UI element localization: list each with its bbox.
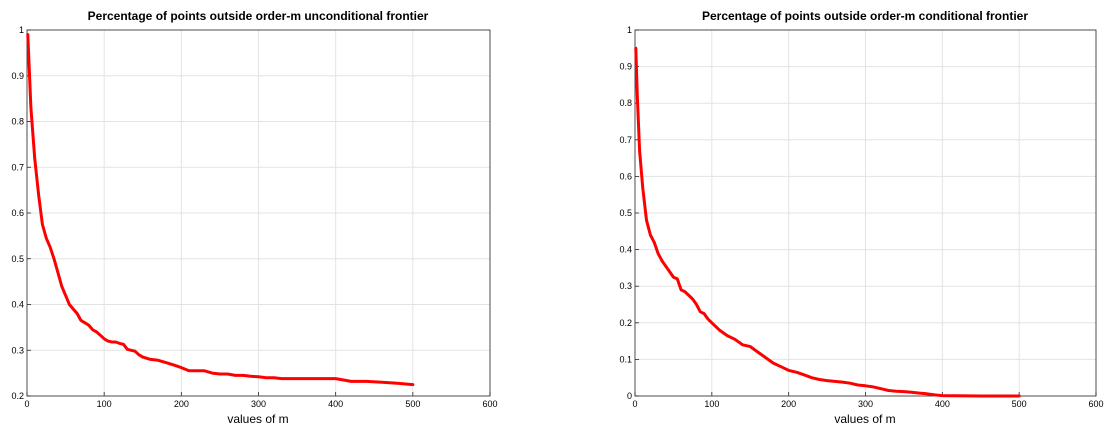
unconditional-frontier-plot: Percentage of points outside order-m unc… xyxy=(11,9,497,426)
y-tick-label: 0.6 xyxy=(619,171,632,181)
y-tick-label: 0.9 xyxy=(619,62,632,72)
y-tick-label: 1 xyxy=(19,25,24,35)
y-tick-label: 1 xyxy=(627,25,632,35)
x-tick-label: 500 xyxy=(1012,399,1027,409)
x-tick-label: 400 xyxy=(935,399,950,409)
series-line xyxy=(26,33,415,387)
y-tick-label: 0.4 xyxy=(619,245,632,255)
y-tick-label: 0.3 xyxy=(11,345,24,355)
x-tick-label: 0 xyxy=(632,399,637,409)
y-tick-label: 0.4 xyxy=(11,300,24,310)
x-axis-label: values of m xyxy=(227,412,288,426)
x-tick-label: 0 xyxy=(24,399,29,409)
chart-title: Percentage of points outside order-m unc… xyxy=(88,9,429,23)
y-tick-label: 0.1 xyxy=(619,354,632,364)
y-tick-label: 0.8 xyxy=(11,117,24,127)
y-tick-label: 0.8 xyxy=(619,98,632,108)
y-tick-label: 0 xyxy=(627,391,632,401)
chart-title: Percentage of points outside order-m con… xyxy=(702,9,1028,23)
y-tick-label: 0.5 xyxy=(619,208,632,218)
y-tick-label: 0.7 xyxy=(619,135,632,145)
series-line xyxy=(634,46,1021,398)
y-tick-label: 0.6 xyxy=(11,208,24,218)
y-tick-label: 0.5 xyxy=(11,254,24,264)
x-tick-label: 300 xyxy=(251,399,266,409)
y-tick-label: 0.7 xyxy=(11,162,24,172)
x-tick-label: 500 xyxy=(405,399,420,409)
y-tick-label: 0.9 xyxy=(11,71,24,81)
x-tick-label: 400 xyxy=(328,399,343,409)
conditional-frontier-plot: Percentage of points outside order-m con… xyxy=(619,9,1103,426)
y-tick-label: 0.2 xyxy=(11,391,24,401)
axes-box xyxy=(26,29,491,397)
x-tick-label: 600 xyxy=(482,399,497,409)
y-tick-label: 0.3 xyxy=(619,281,632,291)
x-tick-label: 600 xyxy=(1088,399,1103,409)
x-axis-label: values of m xyxy=(834,412,895,426)
y-tick-label: 0.2 xyxy=(619,318,632,328)
x-tick-label: 300 xyxy=(858,399,873,409)
axes-box xyxy=(634,29,1097,397)
x-tick-label: 200 xyxy=(781,399,796,409)
x-tick-label: 100 xyxy=(704,399,719,409)
x-tick-label: 100 xyxy=(97,399,112,409)
x-tick-label: 200 xyxy=(174,399,189,409)
